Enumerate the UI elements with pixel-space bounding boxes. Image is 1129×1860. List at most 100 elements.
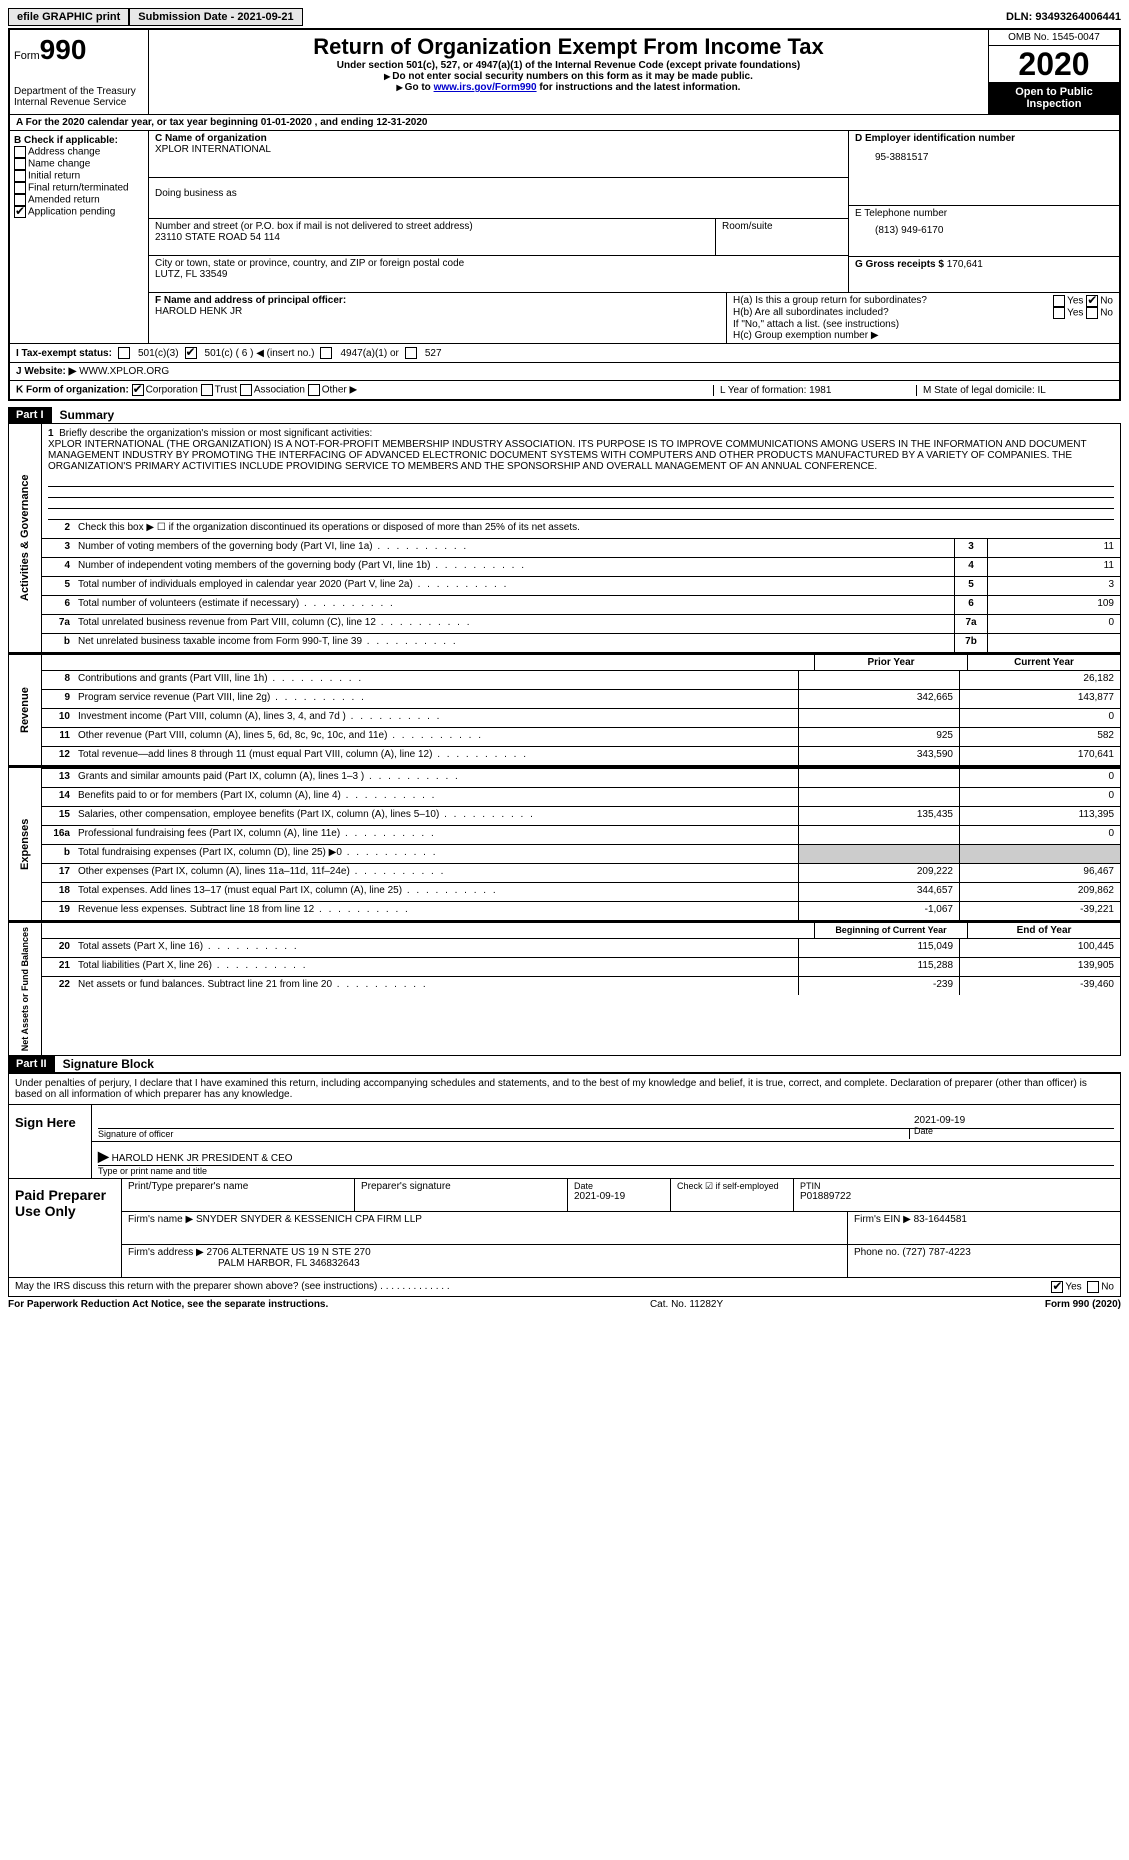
summary-row: 20Total assets (Part X, line 16)115,0491…: [42, 938, 1120, 957]
header-right: OMB No. 1545-0047 2020 Open to Public In…: [988, 30, 1119, 114]
hc-label: H(c) Group exemption number ▶: [733, 330, 1113, 341]
summary-row: 13Grants and similar amounts paid (Part …: [42, 768, 1120, 787]
summary-row: 3Number of voting members of the governi…: [42, 538, 1120, 557]
discuss-with-preparer: May the IRS discuss this return with the…: [8, 1278, 1121, 1297]
irs-link[interactable]: www.irs.gov/Form990: [434, 82, 537, 93]
b-opt-application-pending: Application pending: [14, 206, 144, 218]
officer-name-line: ▶ HAROLD HENK JR PRESIDENT & CEO Type or…: [92, 1142, 1120, 1178]
firm-address: Firm's address ▶ 2706 ALTERNATE US 19 N …: [122, 1245, 848, 1277]
fh-row: F Name and address of principal officer:…: [149, 292, 1119, 343]
dept-irs: Internal Revenue Service: [14, 97, 144, 108]
vtab-na: Net Assets or Fund Balances: [9, 923, 42, 1055]
d-phone: E Telephone number (813) 949-6170: [849, 206, 1119, 257]
row-a-tax-year: A For the 2020 calendar year, or tax yea…: [8, 114, 1121, 130]
omb-number: OMB No. 1545-0047: [989, 30, 1119, 46]
top-bar: efile GRAPHIC print Submission Date - 20…: [8, 8, 1121, 26]
form-ref: Form 990 (2020): [1045, 1299, 1121, 1310]
col-b-checkboxes: B Check if applicable: Address change Na…: [10, 131, 149, 343]
summary-row: 8Contributions and grants (Part VIII, li…: [42, 670, 1120, 689]
summary-exp: Expenses 13Grants and similar amounts pa…: [8, 766, 1121, 921]
header-mid: Return of Organization Exempt From Incom…: [149, 30, 988, 114]
paid-preparer-label: Paid Preparer Use Only: [9, 1179, 122, 1277]
prep-date: Date 2021-09-19: [568, 1179, 671, 1211]
line-k-org-form: K Form of organization: Corporation Trus…: [8, 380, 1121, 401]
b-opt-address-change: Address change: [14, 146, 144, 158]
part1-header: Part I Summary: [8, 407, 1121, 424]
summary-row: 17Other expenses (Part IX, column (A), l…: [42, 863, 1120, 882]
summary-row: 14Benefits paid to or for members (Part …: [42, 787, 1120, 806]
hb-label: H(b) Are all subordinates included?: [733, 307, 1053, 319]
summary-na: Net Assets or Fund Balances Beginning of…: [8, 921, 1121, 1056]
summary-ag: Activities & Governance 1 Briefly descri…: [8, 424, 1121, 653]
paid-preparer: Paid Preparer Use Only Print/Type prepar…: [8, 1179, 1121, 1278]
col-begin-year: Beginning of Current Year: [814, 923, 967, 938]
prep-sig-lbl: Preparer's signature: [355, 1179, 568, 1211]
summary-rev: Revenue Prior Year Current Year 8Contrib…: [8, 653, 1121, 766]
form-label: Form: [14, 50, 40, 62]
line-j-website: J Website: ▶ WWW.XPLOR.ORG: [8, 362, 1121, 380]
firm-ein: Firm's EIN ▶ 83-1644581: [848, 1212, 1120, 1244]
summary-row: bTotal fundraising expenses (Part IX, co…: [42, 844, 1120, 863]
paperwork-notice: For Paperwork Reduction Act Notice, see …: [8, 1299, 328, 1310]
summary-row: 4Number of independent voting members of…: [42, 557, 1120, 576]
l-year-formation: L Year of formation: 1981: [713, 385, 910, 396]
b-opt-amended: Amended return: [14, 194, 144, 206]
section-bcd: B Check if applicable: Address change Na…: [8, 130, 1121, 343]
vtab-ag: Activities & Governance: [9, 424, 42, 652]
c-dba: Doing business as: [149, 178, 848, 219]
sign-here-label: Sign Here: [9, 1105, 92, 1178]
ha-label: H(a) Is this a group return for subordin…: [733, 295, 1053, 307]
summary-row: 19Revenue less expenses. Subtract line 1…: [42, 901, 1120, 920]
prep-self-employed: Check ☑ if self-employed: [671, 1179, 794, 1211]
summary-row: 18Total expenses. Add lines 13–17 (must …: [42, 882, 1120, 901]
d-gross-receipts: G Gross receipts $ 170,641: [849, 257, 1119, 281]
form-header: Form990 Department of the Treasury Inter…: [8, 28, 1121, 114]
form-subtitle: Under section 501(c), 527, or 4947(a)(1)…: [157, 60, 980, 71]
c-suite: Room/suite: [715, 219, 848, 255]
vtab-exp: Expenses: [9, 768, 42, 920]
sig-officer-line: Signature of officer 2021-09-19 Date: [92, 1105, 1120, 1142]
goto-note: Go to www.irs.gov/Form990 for instructio…: [157, 82, 980, 93]
summary-row: 10Investment income (Part VIII, column (…: [42, 708, 1120, 727]
d-block: D Employer identification number 95-3881…: [848, 131, 1119, 292]
col-cd: C Name of organization XPLOR INTERNATION…: [149, 131, 1119, 343]
col-current-year: Current Year: [967, 655, 1120, 670]
c-street: Number and street (or P.O. box if mail i…: [149, 219, 715, 255]
open-to-public: Open to Public Inspection: [989, 82, 1119, 114]
dln: DLN: 93493264006441: [1006, 11, 1121, 23]
col-end-year: End of Year: [967, 923, 1120, 938]
line2-discontinued: Check this box ▶ ☐ if the organization d…: [74, 520, 1120, 538]
c-name: C Name of organization XPLOR INTERNATION…: [149, 131, 848, 178]
hb-note: If "No," attach a list. (see instruction…: [733, 319, 1113, 330]
col-prior-year: Prior Year: [814, 655, 967, 670]
part2-header: Part II Signature Block: [8, 1056, 1121, 1073]
c-address-row: Number and street (or P.O. box if mail i…: [149, 219, 848, 256]
b-header: B Check if applicable:: [14, 135, 144, 146]
efile-label: efile GRAPHIC print: [8, 8, 129, 26]
vtab-rev: Revenue: [9, 655, 42, 765]
form-title: Return of Organization Exempt From Incom…: [157, 34, 980, 60]
summary-row: 21Total liabilities (Part X, line 26)115…: [42, 957, 1120, 976]
b-opt-initial-return: Initial return: [14, 170, 144, 182]
summary-row: 9Program service revenue (Part VIII, lin…: [42, 689, 1120, 708]
summary-row: 7aTotal unrelated business revenue from …: [42, 614, 1120, 633]
summary-row: 11Other revenue (Part VIII, column (A), …: [42, 727, 1120, 746]
prep-name-lbl: Print/Type preparer's name: [122, 1179, 355, 1211]
header-left: Form990 Department of the Treasury Inter…: [10, 30, 149, 114]
ssn-note: Do not enter social security numbers on …: [157, 71, 980, 82]
h-block: H(a) Is this a group return for subordin…: [726, 293, 1119, 343]
sig-declaration: Under penalties of perjury, I declare th…: [9, 1074, 1120, 1105]
footer: For Paperwork Reduction Act Notice, see …: [8, 1297, 1121, 1312]
c-city: City or town, state or province, country…: [149, 256, 848, 292]
summary-row: 6Total number of volunteers (estimate if…: [42, 595, 1120, 614]
ptin: PTIN P01889722: [794, 1179, 1120, 1211]
summary-row: 22Net assets or fund balances. Subtract …: [42, 976, 1120, 995]
b-opt-name-change: Name change: [14, 158, 144, 170]
form-number: 990: [40, 34, 87, 65]
tax-year: 2020: [989, 46, 1119, 82]
submission-date: Submission Date - 2021-09-21: [129, 8, 302, 26]
line1-mission: 1 Briefly describe the organization's mi…: [42, 424, 1120, 476]
cat-number: Cat. No. 11282Y: [328, 1299, 1045, 1310]
firm-phone: Phone no. (727) 787-4223: [848, 1245, 1120, 1277]
summary-row: 12Total revenue—add lines 8 through 11 (…: [42, 746, 1120, 765]
